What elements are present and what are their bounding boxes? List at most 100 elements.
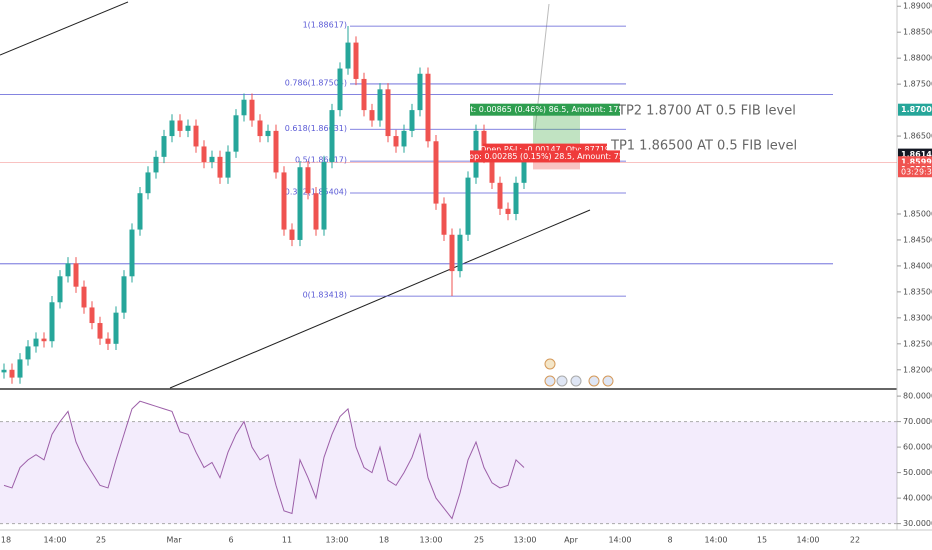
event-icon: [544, 358, 556, 370]
candle-body: [49, 302, 55, 342]
x-tick-label: 25: [96, 536, 106, 545]
candle-body: [297, 167, 303, 240]
x-tick-label: 6: [228, 536, 233, 545]
candle-body: [153, 156, 159, 173]
candle-body: [369, 110, 375, 121]
fib-label: 0.5(1.86017): [295, 156, 347, 165]
position-label: Stop: 0.00285 (0.15%) 28.5, Amount: 750: [461, 152, 629, 161]
x-tick-label: 13:00: [419, 536, 442, 545]
candle-body: [113, 312, 119, 344]
label-box: [470, 150, 620, 163]
event-icon: [602, 375, 614, 387]
candle-body: [185, 125, 191, 131]
candle-body: [25, 346, 31, 360]
y-tick-label: 1.83000: [903, 313, 932, 322]
candle-body: [225, 151, 231, 178]
candle-body: [233, 115, 239, 152]
candle-body: [385, 89, 391, 137]
price-flag-label: 1.86143: [901, 150, 932, 159]
candle-body: [137, 193, 143, 230]
candle-body: [337, 68, 343, 111]
candle-body: [209, 156, 215, 163]
candle-body: [409, 110, 415, 131]
candle-body: [489, 156, 495, 183]
x-tick-label: Apr: [564, 536, 579, 545]
candle-body: [521, 154, 527, 183]
candle-body: [425, 73, 431, 142]
candle-body: [89, 307, 95, 324]
x-tick-label: 15: [757, 536, 767, 545]
x-tick-label: 14:00: [608, 536, 631, 545]
candle-body: [417, 73, 423, 111]
candle-body: [449, 234, 455, 272]
candle-body: [129, 229, 135, 277]
y-tick-label: 1.83500: [903, 287, 932, 296]
candle-body: [9, 369, 15, 378]
candle-body: [81, 286, 87, 308]
candle-body: [57, 276, 63, 303]
event-icon: [570, 375, 582, 387]
candle-body: [257, 120, 263, 137]
x-tick-label: 14:00: [796, 536, 819, 545]
rsi-tick-label: 70.0000: [903, 417, 932, 426]
y-tick-label: 1.88500: [903, 28, 932, 37]
event-icon: [556, 375, 568, 387]
x-tick-label: 25: [474, 536, 484, 545]
candle-body: [249, 99, 255, 121]
candle-body: [281, 172, 287, 230]
candle-body: [353, 42, 359, 79]
candle-body: [121, 276, 127, 313]
candle-body: [193, 125, 199, 147]
rsi-line: [3, 400, 525, 520]
candle-body: [105, 338, 111, 344]
rsi-tick-label: 30.0000: [903, 519, 932, 528]
price-flag-label: 1.87008: [901, 105, 932, 114]
candle-body: [457, 234, 463, 272]
candle-body: [289, 229, 295, 240]
rsi-tick-label: 60.0000: [903, 443, 932, 452]
candle-body: [345, 42, 351, 69]
candle-body: [265, 130, 271, 137]
y-tick-label: 1.85000: [903, 209, 932, 218]
fib-label: 1(1.88617): [303, 21, 347, 30]
countdown: 03:29:32: [901, 168, 932, 177]
candle-body: [361, 78, 367, 111]
price-flag-label: 1.85996: [901, 158, 932, 167]
trend-line: [0, 1, 129, 56]
trend-line: [169, 209, 591, 389]
y-tick-label: 1.86500: [903, 132, 932, 141]
candle-body: [65, 263, 71, 277]
candle-body: [17, 359, 23, 378]
candle-body: [377, 89, 383, 121]
y-tick-label: 1.84000: [903, 261, 932, 270]
x-tick-label: 22: [850, 536, 860, 545]
candle-body: [169, 120, 175, 137]
candle-body: [273, 130, 279, 173]
countdown-box: [898, 167, 932, 178]
y-tick-label: 1.82500: [903, 339, 932, 348]
rsi-band: [0, 421, 897, 524]
candle-body: [433, 141, 439, 204]
fib-label: 0.618(1.86631): [285, 124, 347, 133]
x-tick-label: 14:00: [704, 536, 727, 545]
rsi-tick-label: 80.0000: [903, 392, 932, 401]
candle-body: [313, 193, 319, 230]
candle-body: [201, 146, 207, 163]
event-icons: [544, 358, 614, 387]
candle-body: [177, 120, 183, 131]
rsi-tick-label: 50.0000: [903, 468, 932, 477]
x-tick-label: Mar: [166, 536, 182, 545]
annotation: TP2 1.8700 AT 0.5 FIB level: [617, 104, 796, 119]
x-tick-label: 13:00: [325, 536, 348, 545]
candle-body: [241, 99, 247, 116]
position-label: Target: 0.00865 (0.46%) 86.5, Amount: 17…: [448, 105, 641, 114]
candle-body: [393, 136, 399, 147]
candle-body: [41, 338, 47, 342]
candle-body: [505, 208, 511, 214]
y-tick-label: 1.88000: [903, 54, 932, 63]
candle-body: [217, 156, 223, 178]
fib-label: 0(1.83418): [303, 291, 347, 300]
candle-body: [321, 162, 327, 230]
